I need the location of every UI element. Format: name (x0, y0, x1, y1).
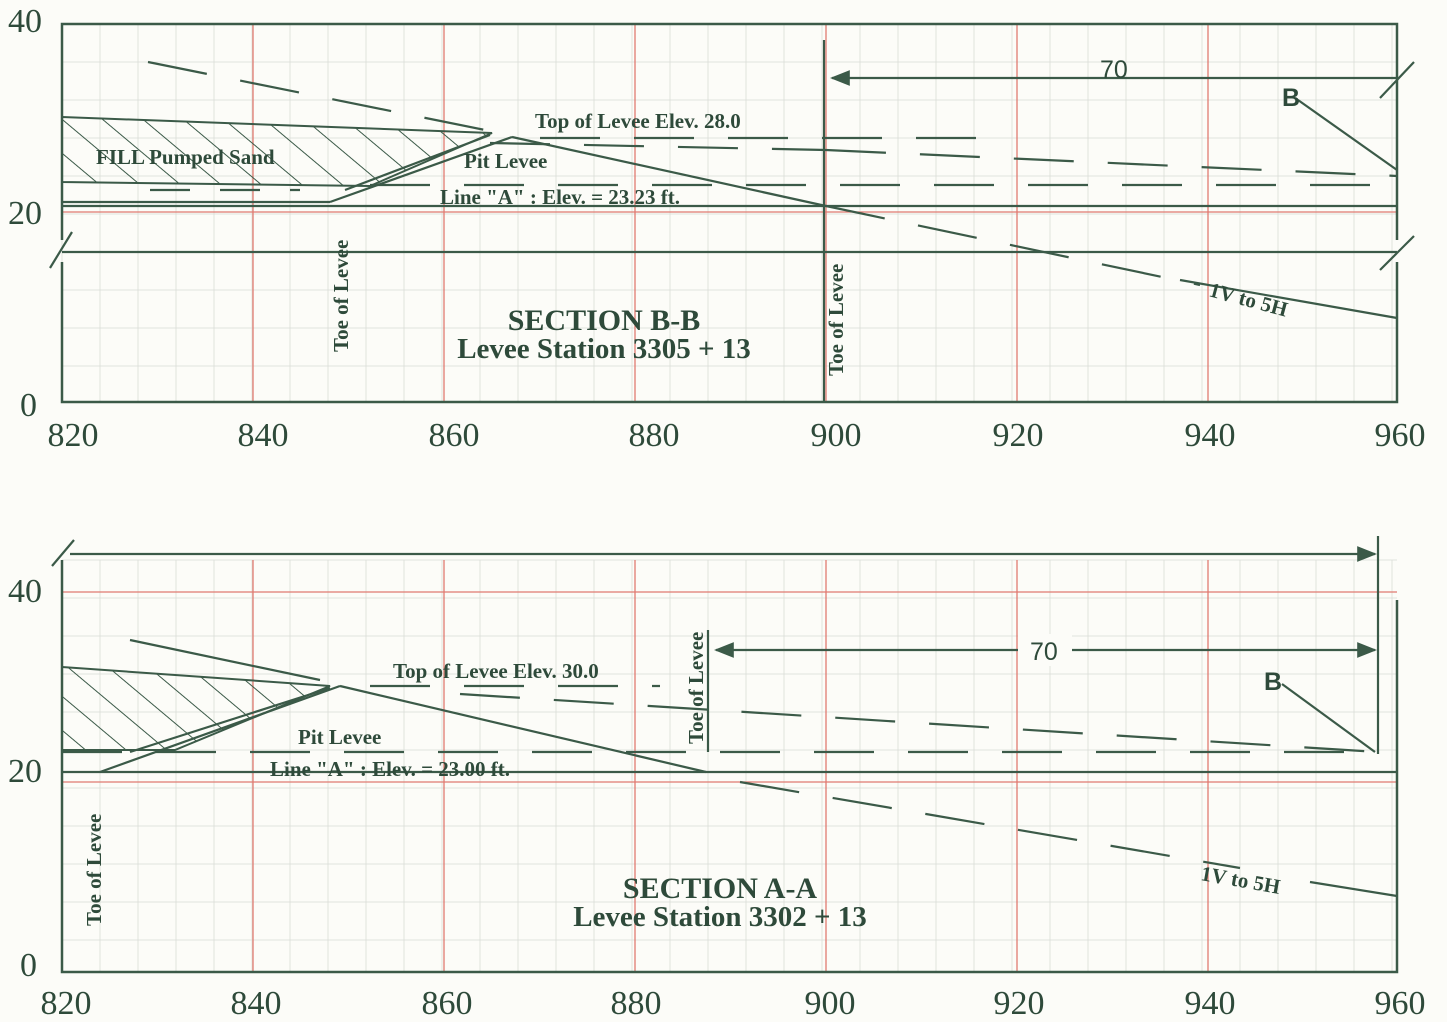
x-tick-bottom-940: 940 (1185, 985, 1236, 1022)
x-ticks-top: 820 840 860 880 900 920 940 960 (48, 417, 1426, 454)
x-tick-top-840: 840 (238, 417, 289, 454)
section-aa-pit-levee-label: Pit Levee (298, 725, 381, 749)
fill-pumped-sand-label: FILL Pumped Sand (96, 145, 275, 169)
x-tick-top-960: 960 (1375, 417, 1426, 454)
x-tick-bottom-820: 820 (41, 985, 92, 1022)
x-tick-bottom-920: 920 (994, 985, 1045, 1022)
x-tick-bottom-880: 880 (611, 985, 662, 1022)
section-bb-pit-levee-label: Pit Levee (464, 149, 547, 173)
section-aa-toe-label-left: Toe of Levee (82, 814, 106, 926)
section-aa-top-of-levee-label: Top of Levee Elev. 30.0 (393, 659, 599, 683)
section-bb-dimension-value: 70 (1100, 56, 1128, 84)
x-tick-top-860: 860 (429, 417, 480, 454)
section-aa-toe-label-right: Toe of Levee (684, 632, 708, 744)
section-aa-panel: Top of Levee Elev. 30.0 Pit Levee Line "… (8, 536, 1426, 1022)
x-tick-bottom-900: 900 (805, 985, 856, 1022)
y-tick-bottom-40: 40 (8, 573, 42, 610)
x-ticks-bottom: 820 840 860 880 900 920 940 960 (41, 985, 1426, 1022)
x-tick-top-940: 940 (1185, 417, 1236, 454)
section-bb-top-of-levee-label: Top of Levee Elev. 28.0 (535, 109, 741, 133)
section-aa-dimension-value: 70 (1030, 638, 1058, 666)
section-bb-b-label: B (1282, 84, 1300, 112)
section-bb-toe-label-left: Toe of Levee (329, 240, 353, 352)
x-tick-bottom-960: 960 (1375, 985, 1426, 1022)
section-bb-panel: Top of Levee Elev. 28.0 Pit Levee Line "… (8, 3, 1426, 454)
x-tick-top-920: 920 (993, 417, 1044, 454)
x-tick-bottom-840: 840 (231, 985, 282, 1022)
y-tick-top-40: 40 (8, 3, 42, 40)
y-tick-top-0: 0 (20, 387, 37, 424)
section-aa-b-label: B (1264, 668, 1282, 696)
section-aa-line-a-label: Line "A" : Elev. = 23.00 ft. (270, 757, 510, 781)
y-tick-top-20: 20 (8, 195, 42, 232)
section-bb-line-a-label: Line "A" : Elev. = 23.23 ft. (440, 185, 680, 209)
x-tick-top-900: 900 (811, 417, 862, 454)
section-aa-fill-area (61, 665, 331, 751)
section-aa-slope-label: 1V to 5H (1199, 861, 1282, 899)
y-tick-bottom-0: 0 (20, 947, 37, 984)
x-tick-bottom-860: 860 (422, 985, 473, 1022)
section-bb-title: SECTION B-B (508, 304, 701, 337)
section-bb-station: Levee Station 3305 + 13 (457, 333, 751, 365)
section-aa-station: Levee Station 3302 + 13 (573, 901, 867, 933)
section-bb-toe-label-right: Toe of Levee (824, 264, 848, 376)
x-tick-top-820: 820 (48, 417, 99, 454)
section-aa-frame (60, 560, 1399, 974)
faint-grid (61, 23, 1397, 972)
y-tick-bottom-20: 20 (8, 753, 42, 790)
section-aa-title: SECTION A-A (623, 872, 818, 905)
x-tick-top-880: 880 (629, 417, 680, 454)
